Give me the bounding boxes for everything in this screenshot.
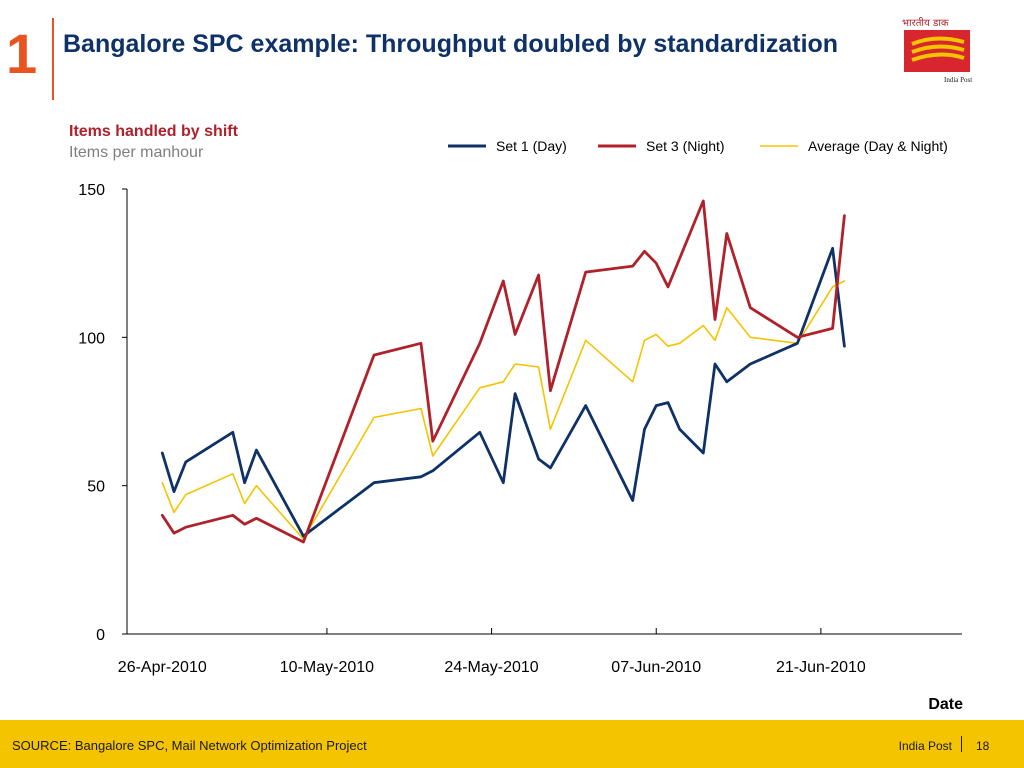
y-tick-label: 150 [78, 182, 105, 199]
page-number: 18 [976, 739, 990, 753]
footer-bar [0, 720, 1024, 768]
title-divider [52, 18, 54, 100]
logo-label: India Post [944, 76, 972, 84]
chart-axes: 0 50 100 150 26-Apr-2010 10-May-2010 24-May-20… [78, 182, 962, 676]
source-note: SOURCE: Bangalore SPC, Mail Network Opti… [12, 738, 367, 753]
legend-label: Average (Day & Night) [808, 138, 948, 154]
series-line-average [161, 280, 846, 540]
x-tick-label: 26-Apr-2010 [118, 659, 207, 676]
x-tick-label: 24-May-2010 [444, 659, 538, 676]
x-tick-label: 07-Jun-2010 [611, 659, 701, 676]
logo-script: भारतीय डाक [902, 17, 949, 29]
x-tick-label: 10-May-2010 [280, 659, 374, 676]
legend-label: Set 1 (Day) [496, 138, 567, 154]
chart-legend: Set 1 (Day) Set 3 (Night) Average (Day & N… [448, 138, 948, 154]
series-line-set3 [160, 199, 846, 544]
chart-title: Items handled by shift [69, 123, 239, 140]
page-title: Bangalore SPC example: Throughput double… [63, 30, 839, 58]
footer-divider [961, 736, 962, 752]
legend-label: Set 3 (Night) [646, 138, 725, 154]
x-axis-label: Date [928, 696, 963, 713]
y-tick-label: 100 [78, 330, 105, 347]
footer-brand: India Post [898, 739, 952, 753]
chart-lines [160, 199, 846, 544]
chart-subtitle: Items per manhour [69, 144, 204, 161]
x-tick-label: 21-Jun-2010 [776, 659, 866, 676]
y-tick-label: 50 [87, 479, 105, 496]
india-post-logo: भारतीय डाक India Post [902, 17, 972, 84]
throughput-line-chart: Items handled by shift Items per manhour… [69, 123, 963, 713]
series-line-set1 [160, 246, 846, 538]
slide-number: 1 [6, 22, 38, 85]
y-tick-label: 0 [96, 627, 105, 644]
